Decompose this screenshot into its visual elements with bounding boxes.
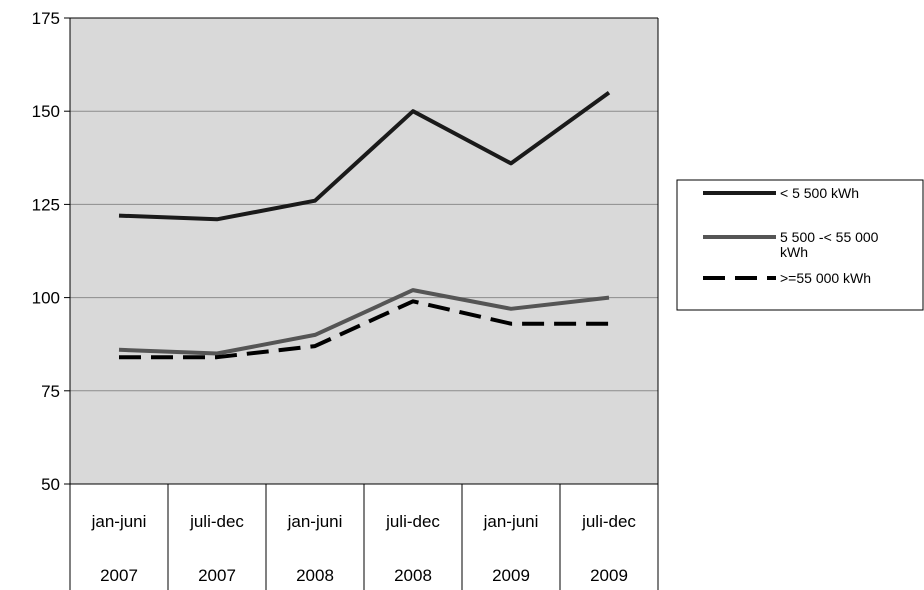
x-tick-label-period: jan-juni (483, 512, 539, 531)
x-axis-ticks: jan-juni 2007 juli-dec 2007 jan-juni 2008 juli… (69, 484, 659, 590)
y-tick-label: 125 (32, 195, 60, 214)
series-line-1 (118, 90, 611, 222)
gridlines (70, 110, 658, 392)
legend-label-1: < 5 500 kWh (780, 185, 859, 201)
x-tick-label-year: 2007 (100, 566, 138, 585)
y-tick-label: 75 (41, 382, 60, 401)
legend-box (676, 179, 924, 311)
series-line-3 (119, 299, 609, 360)
x-tick-label-year: 2008 (296, 566, 334, 585)
x-tick-label-year: 2009 (492, 566, 530, 585)
x-tick-label-period: juli-dec (189, 512, 244, 531)
y-tick-label: 50 (41, 475, 60, 494)
x-tick-label-period: juli-dec (385, 512, 440, 531)
y-tick-label: 175 (32, 9, 60, 28)
series-lines (118, 90, 611, 360)
y-tick-label: 150 (32, 102, 60, 121)
x-tick-label-period: jan-juni (287, 512, 343, 531)
legend: < 5 500 kWh 5 500 -< 55 000 kWh >=55 000 kW… (676, 179, 924, 311)
x-tick-label-period: jan-juni (91, 512, 147, 531)
legend-label-2: 5 500 -< 55 000 kWh (780, 229, 879, 260)
x-tick-label-year: 2009 (590, 566, 628, 585)
legend-label-3: >=55 000 kWh (780, 270, 871, 286)
x-tick-label-year: 2008 (394, 566, 432, 585)
y-tick-label: 100 (32, 289, 60, 308)
y-axis-ticks: 50 75 100 125 150 175 (32, 9, 70, 494)
x-tick-label-year: 2007 (198, 566, 236, 585)
series-line-2 (118, 288, 610, 356)
x-tick-label-period: juli-dec (581, 512, 636, 531)
plot-area (70, 18, 658, 484)
